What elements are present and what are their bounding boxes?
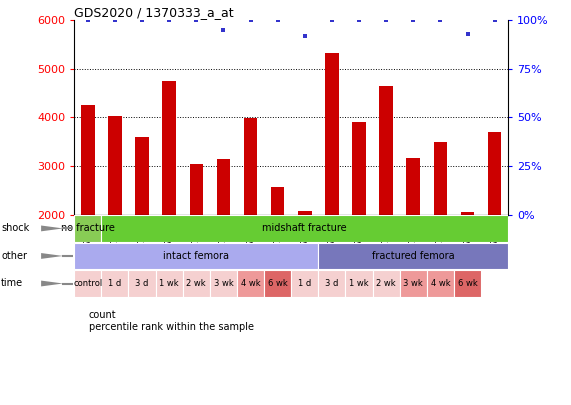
Bar xyxy=(372,270,400,297)
Bar xyxy=(352,122,366,215)
Point xyxy=(192,17,201,23)
Text: percentile rank within the sample: percentile rank within the sample xyxy=(89,322,254,332)
Text: 4 wk: 4 wk xyxy=(241,279,260,288)
Bar xyxy=(264,270,291,297)
Text: 3 d: 3 d xyxy=(135,279,148,288)
Text: 1 wk: 1 wk xyxy=(349,279,369,288)
Point xyxy=(436,17,445,23)
Bar xyxy=(210,270,237,297)
Point xyxy=(219,27,228,33)
Bar xyxy=(81,105,95,215)
Point xyxy=(110,17,119,23)
Text: control: control xyxy=(73,279,102,288)
Bar xyxy=(74,215,102,242)
Text: fractured femora: fractured femora xyxy=(372,251,455,261)
Bar xyxy=(319,243,508,269)
Text: 2 wk: 2 wk xyxy=(376,279,396,288)
Bar xyxy=(108,117,122,215)
Bar xyxy=(319,270,345,297)
Bar xyxy=(237,270,264,297)
Text: 1 wk: 1 wk xyxy=(159,279,179,288)
Point xyxy=(246,17,255,23)
Bar xyxy=(488,132,501,215)
Point xyxy=(138,17,147,23)
Bar xyxy=(74,270,102,297)
Text: 4 wk: 4 wk xyxy=(431,279,450,288)
Bar xyxy=(298,211,312,215)
Polygon shape xyxy=(41,226,63,231)
Point xyxy=(273,17,282,23)
Point xyxy=(463,31,472,37)
Bar xyxy=(155,270,183,297)
Text: 3 wk: 3 wk xyxy=(403,279,423,288)
Text: no fracture: no fracture xyxy=(61,224,115,233)
Bar xyxy=(407,158,420,215)
Bar xyxy=(325,53,339,215)
Bar xyxy=(135,137,149,215)
Point xyxy=(300,32,309,39)
Text: 6 wk: 6 wk xyxy=(268,279,288,288)
Bar xyxy=(454,270,481,297)
Point xyxy=(83,17,93,23)
Bar xyxy=(271,188,284,215)
Bar xyxy=(244,118,258,215)
Text: time: time xyxy=(1,279,23,288)
Text: GDS2020 / 1370333_a_at: GDS2020 / 1370333_a_at xyxy=(74,6,234,19)
Text: 3 d: 3 d xyxy=(325,279,339,288)
Bar xyxy=(102,270,128,297)
Text: 1 d: 1 d xyxy=(108,279,122,288)
Text: 2 wk: 2 wk xyxy=(187,279,206,288)
Bar xyxy=(433,142,447,215)
Text: shock: shock xyxy=(1,224,29,233)
Text: intact femora: intact femora xyxy=(163,251,230,261)
Point xyxy=(355,17,364,23)
Polygon shape xyxy=(41,281,63,286)
Bar xyxy=(291,270,319,297)
Bar xyxy=(345,270,372,297)
Bar xyxy=(183,270,210,297)
Bar xyxy=(427,270,454,297)
Text: midshaft fracture: midshaft fracture xyxy=(263,224,347,233)
Bar xyxy=(379,86,393,215)
Point xyxy=(164,17,174,23)
Bar xyxy=(461,212,475,215)
Point xyxy=(490,17,499,23)
Text: 6 wk: 6 wk xyxy=(457,279,477,288)
Bar xyxy=(400,270,427,297)
Bar xyxy=(128,270,155,297)
Text: 1 d: 1 d xyxy=(298,279,311,288)
Polygon shape xyxy=(41,253,63,259)
Text: other: other xyxy=(1,251,27,261)
Bar xyxy=(74,243,319,269)
Text: count: count xyxy=(89,310,116,320)
Bar xyxy=(190,164,203,215)
Point xyxy=(381,17,391,23)
Point xyxy=(327,17,336,23)
Text: 3 wk: 3 wk xyxy=(214,279,234,288)
Bar xyxy=(162,81,176,215)
Point xyxy=(409,17,418,23)
Bar xyxy=(216,159,230,215)
